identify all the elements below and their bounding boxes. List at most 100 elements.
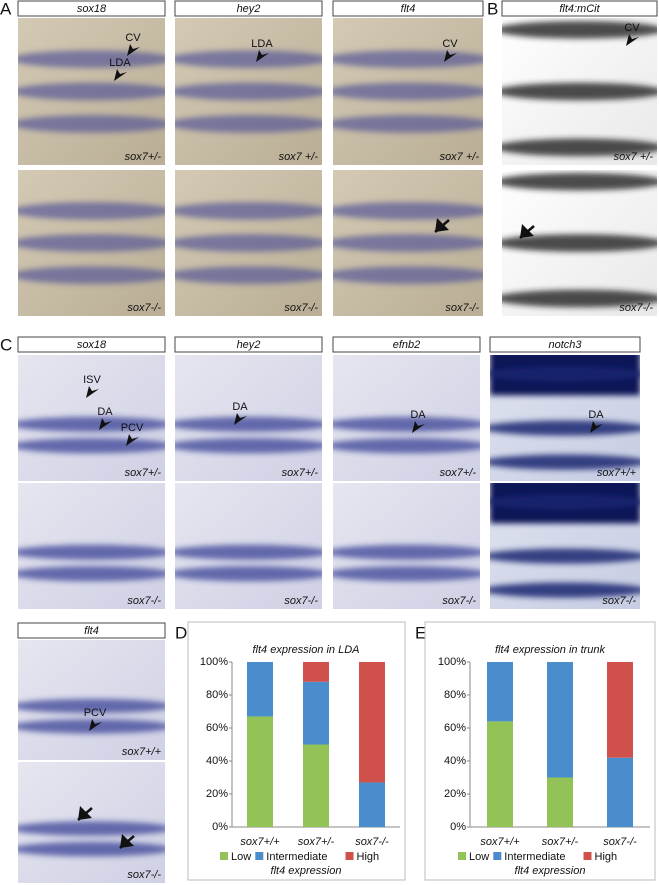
micrograph-bands: [502, 20, 657, 157]
y-tick-label: 100%: [200, 656, 228, 668]
arrowhead: [256, 50, 269, 62]
header-box: [174, 336, 323, 353]
x-axis-label: flt4 expression: [515, 865, 586, 877]
vessel: [333, 544, 480, 560]
y-tick-label: 20%: [206, 788, 228, 800]
panel-letter: B: [487, 0, 498, 18]
header-label: flt4: [401, 3, 416, 15]
genotype: sox7+/-: [125, 467, 162, 479]
genotype: sox7+/+: [597, 467, 637, 479]
genotype: sox7-/-: [619, 302, 653, 314]
bar-segment: [303, 681, 329, 745]
header-box: [489, 336, 641, 353]
vessel: [502, 138, 657, 157]
header-label: sox18: [77, 3, 107, 15]
genotype: sox7-/-: [284, 302, 318, 314]
bar-segment: [303, 744, 329, 827]
arrowhead: [126, 434, 139, 446]
arrowhead: [412, 421, 425, 433]
bar-segment: [607, 757, 633, 827]
y-tick-label: 40%: [444, 755, 466, 767]
header-label: hey2: [237, 3, 261, 15]
arrowhead: [435, 218, 449, 232]
vessel: [18, 82, 165, 101]
annotation: LDA: [251, 38, 273, 50]
arrowhead: [444, 50, 457, 62]
genotype: sox7+/+: [122, 746, 162, 758]
vessel: [333, 115, 483, 133]
micrograph-bands: [490, 483, 640, 598]
arrowhead: [626, 34, 639, 46]
vessel: [175, 115, 322, 133]
chart-title: flt4 expression in trunk: [495, 644, 606, 656]
vessel: [18, 115, 165, 133]
header-label: sox18: [77, 339, 107, 351]
vessel: [18, 544, 165, 560]
micrograph-bands: [18, 544, 165, 582]
vessel: [490, 494, 640, 510]
annotation: DA: [232, 401, 248, 413]
vessel: [18, 698, 165, 714]
annotation: ISV: [83, 374, 101, 386]
header-label: hey2: [237, 339, 261, 351]
micrograph-bands: [175, 50, 322, 133]
x-tick-label: sox7-/-: [355, 836, 389, 848]
x-axis-label: flt4 expression: [271, 865, 342, 877]
annotation: CV: [624, 22, 640, 34]
y-tick-label: 40%: [206, 755, 228, 767]
legend-swatch: [255, 852, 264, 860]
bar-segment: [547, 662, 573, 778]
x-tick-label: sox7-/-: [603, 836, 637, 848]
arrowhead: [127, 44, 140, 56]
y-tick-label: 0%: [212, 821, 228, 833]
vessel: [502, 289, 657, 308]
vessel: [333, 416, 480, 432]
micrograph-bands: [175, 544, 322, 582]
vessel: [490, 548, 640, 564]
vessel: [175, 234, 322, 252]
x-tick-label: sox7+/-: [298, 836, 335, 848]
header-box: [17, 336, 166, 353]
vessel: [18, 821, 165, 836]
vessel: [333, 234, 483, 252]
vessel: [333, 266, 483, 284]
legend-swatch: [493, 852, 502, 860]
vessel: [333, 438, 480, 454]
legend-label: High: [357, 851, 380, 863]
vessel: [502, 234, 657, 252]
arrowhead: [520, 224, 534, 238]
genotype: sox7-/-: [442, 595, 476, 607]
header-label: notch3: [548, 339, 582, 351]
header-label: efnb2: [393, 339, 421, 351]
bar-segment: [487, 721, 513, 827]
annotation: PCV: [84, 707, 107, 719]
annotation: LDA: [109, 57, 131, 69]
arrowhead: [234, 413, 247, 425]
genotype: sox7-/-: [127, 869, 161, 881]
vessel: [490, 454, 640, 470]
micrograph-bands: [502, 172, 657, 308]
bar-segment: [487, 662, 513, 722]
annotation: CV: [125, 32, 141, 44]
micrograph-bands: [175, 202, 322, 284]
arrowhead: [114, 69, 127, 81]
vessel: [175, 416, 322, 432]
panel-letter: D: [175, 623, 187, 642]
arrowhead: [78, 806, 92, 820]
vessel: [502, 82, 657, 101]
legend-swatch: [220, 852, 228, 860]
panel-letter: E: [415, 623, 426, 642]
header-box: [17, 622, 166, 639]
vessel: [18, 841, 165, 857]
vessel: [18, 266, 165, 284]
legend-label: Low: [231, 851, 251, 863]
genotype: sox7+/-: [440, 467, 477, 479]
bar-segment: [359, 782, 385, 827]
vessel: [333, 566, 480, 582]
arrowhead: [89, 719, 102, 731]
vessel: [18, 566, 165, 582]
panel-letter: C: [0, 335, 12, 354]
vessel: [502, 172, 657, 191]
vessel: [175, 50, 322, 68]
